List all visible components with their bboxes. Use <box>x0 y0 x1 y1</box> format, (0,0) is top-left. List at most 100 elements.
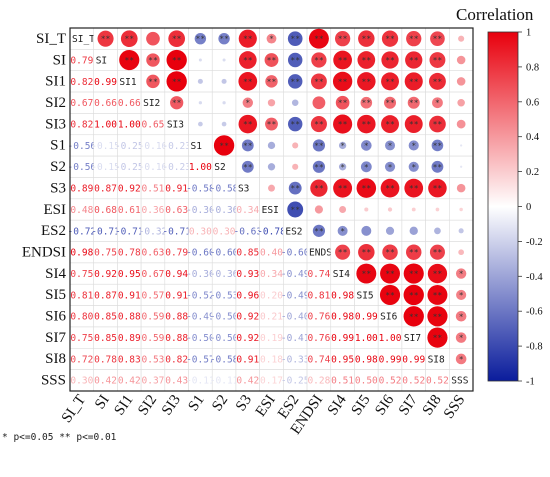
correlation-value: 0.82 <box>70 77 93 88</box>
colorbar-tick-label: 1 <box>526 28 531 39</box>
row-label: ESI <box>44 202 67 218</box>
correlation-value: -0.72 <box>68 226 97 237</box>
correlation-circle <box>360 161 372 173</box>
correlation-value: -0.16 <box>139 162 168 173</box>
correlation-circle <box>381 115 399 134</box>
correlation-value: 0.59 <box>142 333 165 344</box>
significance-mark: ** <box>267 120 277 129</box>
correlation-circle <box>146 31 160 46</box>
row-label: SI_T <box>36 31 66 47</box>
correlation-circle <box>459 207 463 212</box>
correlation-circle <box>428 178 447 198</box>
correlation-circle <box>218 32 230 45</box>
correlation-value: -0.25 <box>115 141 144 152</box>
correlation-circle <box>356 263 377 284</box>
correlation-circle <box>334 31 351 47</box>
significance-mark: ** <box>409 291 419 300</box>
correlation-circle <box>221 78 227 84</box>
correlation-value: 0.19 <box>260 333 283 344</box>
significance-mark: ** <box>267 77 277 86</box>
correlation-value: -0.56 <box>68 141 97 152</box>
significance-mark: ** <box>362 184 372 193</box>
column-label: SI <box>92 392 113 412</box>
correlation-circle <box>312 224 326 237</box>
significance-mark: ** <box>385 184 395 193</box>
correlation-circle <box>357 72 376 91</box>
significance-mark: ** <box>314 141 324 150</box>
diagonal-label: SI3 <box>167 120 184 131</box>
significance-mark: * <box>411 141 416 150</box>
correlation-value: 0.95 <box>118 269 141 280</box>
correlation-circle <box>338 141 347 150</box>
correlation-value: -0.25 <box>281 376 310 387</box>
correlation-circle <box>335 95 350 110</box>
significance-mark: * <box>459 291 464 300</box>
correlation-circle <box>166 49 187 71</box>
correlation-value: 0.30 <box>189 226 212 237</box>
correlation-circle <box>267 141 276 150</box>
correlation-circle <box>431 160 444 173</box>
correlation-value: -0.60 <box>281 248 310 259</box>
correlation-circle <box>387 207 393 212</box>
correlation-value: 1.00 <box>94 120 117 131</box>
correlation-value: 0.96 <box>236 290 259 301</box>
significance-mark: * <box>245 99 250 108</box>
correlation-circle <box>213 135 235 156</box>
row-label: S2 <box>50 159 66 175</box>
significance-mark: ** <box>433 77 443 86</box>
correlation-circle <box>455 268 467 279</box>
correlation-circle <box>428 72 446 90</box>
colorbar-ticks: 1 0.8 0.6 0.4 0.2 0 -0.2 -0.4 -0.6 -0.8 -1 <box>518 28 543 388</box>
correlation-circle <box>403 284 424 306</box>
significance-mark: ** <box>338 248 348 257</box>
significance-mark: ** <box>409 248 419 257</box>
significance-mark: ** <box>290 35 300 44</box>
significance-mark: ** <box>409 56 419 65</box>
column-label: S1 <box>185 392 207 414</box>
correlation-value: 0.68 <box>94 205 117 216</box>
correlation-circle <box>198 101 203 105</box>
correlation-circle <box>267 163 276 171</box>
row-labels: SI_T SI SI1 SI2 SI3 S1 S2 S3 ESI ES2 ENDSI SI4 SI5 SI… <box>22 31 67 389</box>
correlation-value: 0.92 <box>94 269 117 280</box>
correlation-value: 0.42 <box>94 376 117 387</box>
correlation-circle <box>430 31 445 47</box>
correlation-circle <box>265 117 278 131</box>
diagonal-label: SI6 <box>380 312 397 323</box>
correlation-circle <box>287 31 303 47</box>
row-label: S3 <box>50 180 66 196</box>
significance-mark: ** <box>243 77 253 86</box>
correlation-value: 0.75 <box>70 269 93 280</box>
significance-mark: ** <box>243 141 253 150</box>
diagonal-label: SI5 <box>356 290 373 301</box>
correlation-circle <box>335 244 351 260</box>
significance-mark: ** <box>314 227 324 236</box>
correlation-circle <box>408 140 419 151</box>
significance-mark: ** <box>243 35 253 44</box>
column-label: SI1 <box>111 392 136 418</box>
correlation-value: -0.49 <box>186 312 215 323</box>
significance-mark: ** <box>385 77 395 86</box>
correlation-circle <box>361 225 372 236</box>
row-label: SI2 <box>45 95 66 111</box>
correlation-circle <box>120 30 138 48</box>
diagonal-label: ENDSI <box>309 248 338 259</box>
significance-mark: ** <box>243 163 253 172</box>
diagonal-label: SI <box>96 55 107 66</box>
correlation-value: 0.79 <box>165 248 188 259</box>
colorbar-tick-label: 0 <box>526 202 531 213</box>
correlation-value: 0.76 <box>307 333 330 344</box>
correlation-circle <box>266 33 277 44</box>
correlation-value: 0.50 <box>355 376 378 387</box>
correlation-value: 0.52 <box>379 376 402 387</box>
column-label: SSS <box>441 392 468 422</box>
correlation-circle <box>460 144 463 147</box>
correlation-value: -0.58 <box>210 184 239 195</box>
correlation-circle <box>198 58 202 62</box>
significance-mark: ** <box>385 35 395 44</box>
correlation-value: -0.33 <box>281 354 310 365</box>
correlation-value: -0.53 <box>210 290 239 301</box>
correlation-value: 0.57 <box>142 290 165 301</box>
correlation-value: 0.76 <box>307 312 330 323</box>
